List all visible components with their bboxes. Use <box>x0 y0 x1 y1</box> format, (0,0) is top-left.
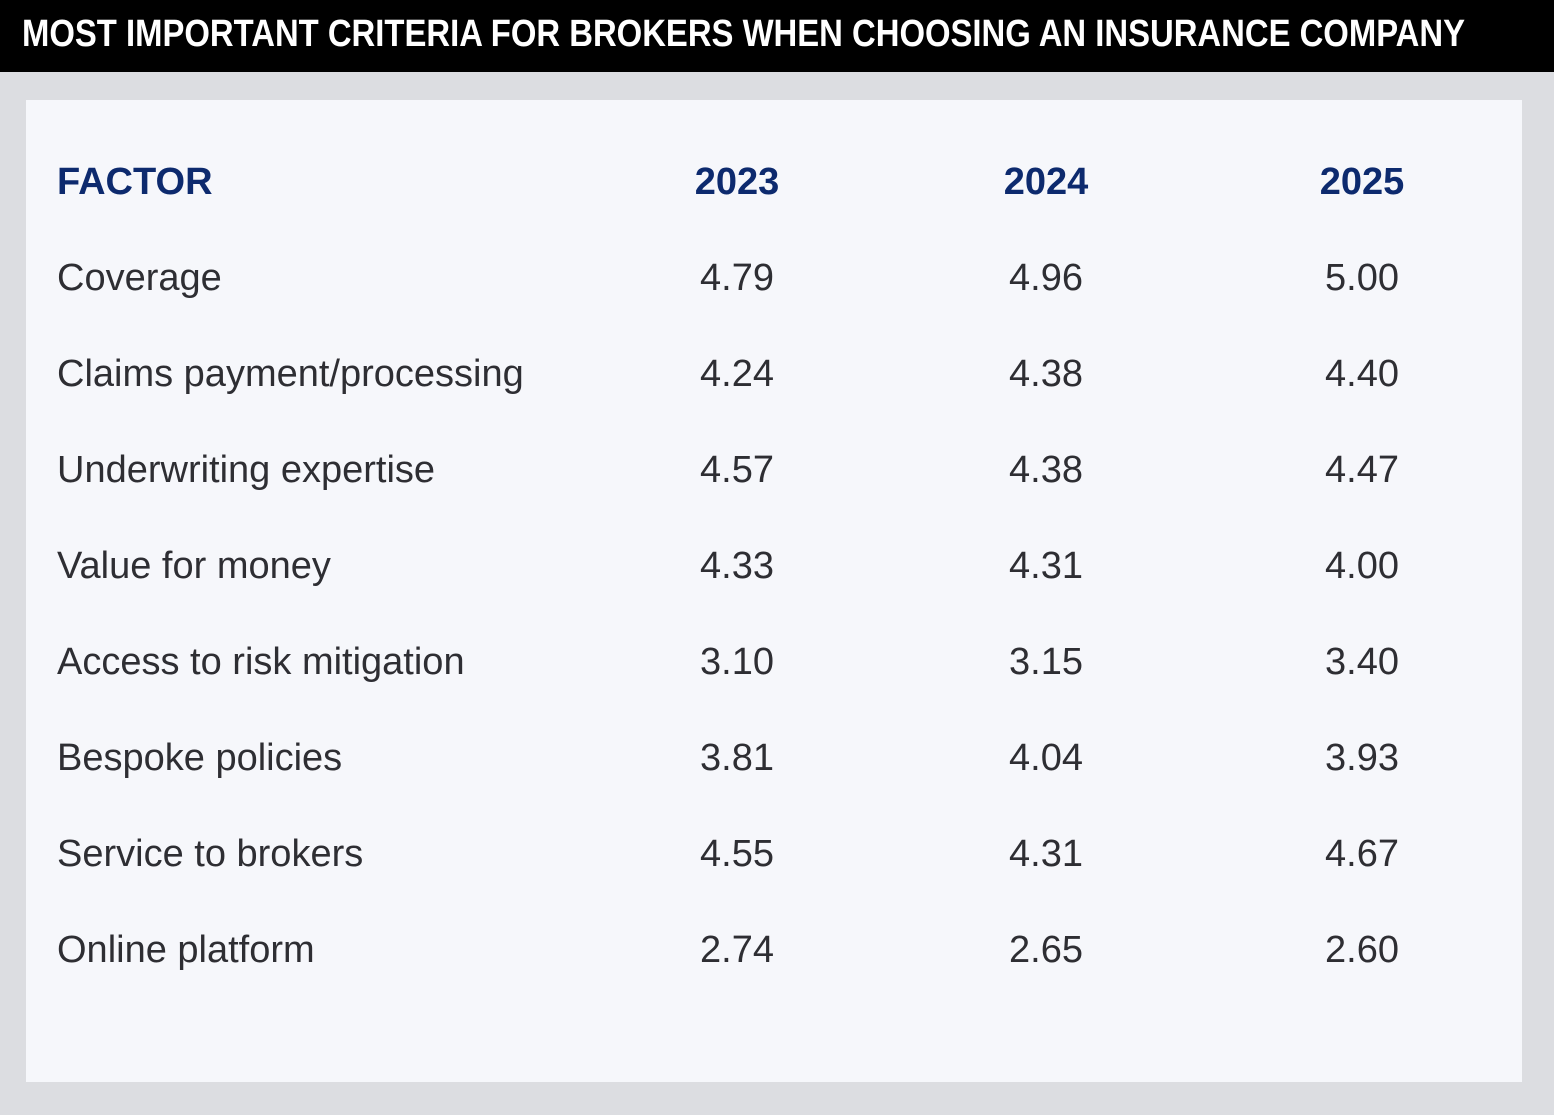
score: 4.31 <box>1009 833 1083 875</box>
score: 4.24 <box>700 353 774 395</box>
score: 4.40 <box>1325 353 1399 395</box>
score: 4.04 <box>1009 737 1083 779</box>
score: 2.60 <box>1325 929 1399 971</box>
factor-label: Service to brokers <box>57 833 363 875</box>
factor-label: Online platform <box>57 929 315 971</box>
score: 4.67 <box>1325 833 1399 875</box>
score: 2.74 <box>700 929 774 971</box>
title: MOST IMPORTANT CRITERIA FOR BROKERS WHEN… <box>22 13 1465 55</box>
title-bar <box>0 0 1554 72</box>
score: 3.10 <box>700 641 774 683</box>
factor-label: Value for money <box>57 545 331 587</box>
score: 3.93 <box>1325 737 1399 779</box>
score: 4.96 <box>1009 257 1083 299</box>
score: 5.00 <box>1325 257 1399 299</box>
table-panel <box>26 100 1522 1082</box>
score: 4.38 <box>1009 449 1083 491</box>
score: 3.40 <box>1325 641 1399 683</box>
column-header: 2024 <box>1004 161 1089 203</box>
score: 4.31 <box>1009 545 1083 587</box>
table: FACTOR 2023 2024 2025 Coverage 4.79 4.96 5.00 Cl… <box>57 161 1404 971</box>
factor-label: Bespoke policies <box>57 737 342 779</box>
column-header: 2025 <box>1320 161 1405 203</box>
factor-label: Claims payment/processing <box>57 353 524 395</box>
score: 4.38 <box>1009 353 1083 395</box>
score: 3.81 <box>700 737 774 779</box>
factor-label: Underwriting expertise <box>57 449 435 491</box>
score: 2.65 <box>1009 929 1083 971</box>
score: 4.79 <box>700 257 774 299</box>
column-header: FACTOR <box>57 161 213 203</box>
score: 4.47 <box>1325 449 1399 491</box>
score: 4.00 <box>1325 545 1399 587</box>
factor-label: Access to risk mitigation <box>57 641 465 683</box>
column-header: 2023 <box>695 161 780 203</box>
score: 3.15 <box>1009 641 1083 683</box>
score: 4.57 <box>700 449 774 491</box>
score: 4.33 <box>700 545 774 587</box>
factor-label: Coverage <box>57 257 222 299</box>
score: 4.55 <box>700 833 774 875</box>
